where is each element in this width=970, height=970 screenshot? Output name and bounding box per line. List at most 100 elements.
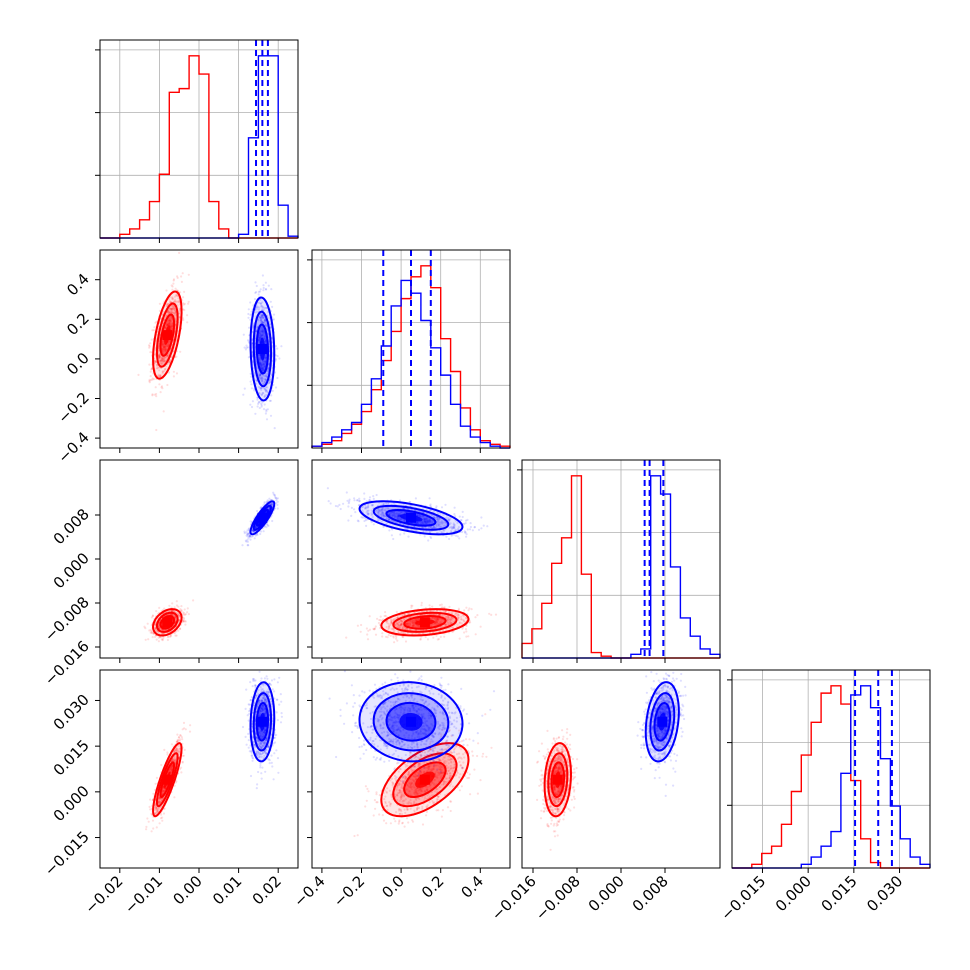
sample-point-red bbox=[167, 343, 170, 346]
sample-point-red bbox=[167, 319, 170, 322]
sample-point-red bbox=[173, 300, 176, 303]
sample-point-red bbox=[163, 345, 166, 348]
sample-point-blue bbox=[276, 507, 279, 510]
sample-point-red bbox=[411, 604, 414, 608]
sample-point-red bbox=[152, 329, 155, 332]
sample-point-red bbox=[381, 635, 384, 638]
sample-point-red bbox=[180, 280, 183, 283]
sample-point-red bbox=[174, 311, 177, 314]
sample-point-red bbox=[165, 345, 168, 348]
sample-point-blue bbox=[356, 519, 359, 522]
sample-point-red bbox=[161, 343, 164, 346]
sample-point-red bbox=[166, 355, 169, 358]
sample-point-red bbox=[161, 372, 164, 375]
sample-point-red bbox=[159, 359, 162, 362]
sample-point-red bbox=[162, 358, 165, 361]
sample-point-red bbox=[467, 609, 470, 612]
sample-point-red bbox=[170, 307, 173, 310]
panel-frame bbox=[99, 459, 299, 659]
sample-point-red bbox=[173, 606, 176, 609]
sample-point-blue bbox=[259, 361, 262, 364]
sample-point-red bbox=[464, 628, 468, 631]
sample-point-red bbox=[182, 318, 185, 322]
sample-point-blue bbox=[264, 412, 267, 415]
sample-point-red bbox=[393, 641, 396, 644]
density-peak-blue bbox=[257, 344, 268, 354]
sample-point-red bbox=[184, 623, 187, 626]
sample-point-red bbox=[174, 309, 177, 312]
sample-point-blue bbox=[280, 345, 283, 348]
sample-point-blue bbox=[265, 388, 268, 391]
sample-point-blue bbox=[363, 492, 366, 495]
sample-point-red bbox=[144, 638, 147, 641]
sample-point-blue bbox=[262, 286, 265, 290]
sample-point-red bbox=[161, 358, 164, 361]
sample-point-red bbox=[158, 606, 161, 610]
sample-point-red bbox=[171, 298, 174, 301]
sample-point-red bbox=[379, 615, 382, 618]
sample-point-blue bbox=[251, 400, 254, 403]
sample-point-red bbox=[474, 633, 477, 636]
sample-point-blue bbox=[249, 538, 252, 541]
sample-point-blue bbox=[260, 402, 263, 405]
sample-point-blue bbox=[263, 360, 266, 363]
sample-point-red bbox=[154, 353, 157, 356]
sample-point-red bbox=[163, 360, 166, 363]
sample-point-red bbox=[158, 355, 161, 358]
sample-point-red bbox=[448, 605, 451, 608]
sample-point-blue bbox=[257, 293, 260, 296]
sample-point-red bbox=[169, 319, 172, 322]
sample-point-blue bbox=[258, 406, 261, 410]
sample-point-red bbox=[439, 635, 442, 639]
sample-point-red bbox=[168, 361, 171, 364]
sample-point-red bbox=[172, 312, 175, 315]
sample-point-blue bbox=[262, 392, 265, 395]
sample-point-red bbox=[154, 321, 157, 324]
sample-point-red bbox=[392, 636, 395, 639]
sample-point-red bbox=[164, 326, 167, 329]
sample-point-blue bbox=[326, 487, 329, 490]
sample-point-red bbox=[367, 629, 370, 632]
sample-point-red bbox=[465, 606, 468, 609]
sample-point-red bbox=[167, 322, 171, 325]
sample-point-red bbox=[166, 638, 169, 642]
sample-point-red bbox=[162, 346, 166, 349]
sample-point-blue bbox=[262, 308, 265, 311]
sample-point-red bbox=[161, 361, 164, 364]
sample-point-red bbox=[165, 323, 168, 326]
sample-point-red bbox=[148, 378, 151, 381]
sample-point-blue bbox=[256, 398, 259, 401]
sample-point-red bbox=[465, 630, 468, 633]
sample-point-red bbox=[181, 272, 184, 275]
sample-point-red bbox=[404, 640, 408, 643]
sample-point-red bbox=[372, 627, 375, 631]
sample-point-blue bbox=[469, 528, 472, 531]
sample-point-red bbox=[187, 300, 190, 303]
sample-point-red bbox=[381, 632, 384, 635]
sample-point-blue bbox=[244, 348, 247, 351]
sample-point-red bbox=[467, 635, 470, 638]
sample-point-blue bbox=[265, 418, 269, 421]
sample-point-red bbox=[443, 635, 446, 638]
sample-point-red bbox=[161, 347, 164, 350]
sample-point-red bbox=[162, 350, 165, 354]
sample-point-red bbox=[151, 393, 154, 396]
sample-point-blue bbox=[250, 383, 253, 386]
sample-point-red bbox=[168, 310, 171, 314]
sample-point-red bbox=[186, 314, 189, 317]
sample-point-red bbox=[187, 273, 190, 276]
sample-point-red bbox=[173, 300, 176, 303]
sample-point-red bbox=[166, 345, 169, 348]
sample-point-red bbox=[172, 311, 175, 314]
sample-point-red bbox=[164, 348, 167, 351]
sample-point-red bbox=[150, 631, 153, 634]
sample-point-red bbox=[165, 344, 168, 347]
sample-point-blue bbox=[272, 491, 275, 494]
sample-point-red bbox=[426, 638, 430, 641]
sample-point-red bbox=[395, 610, 398, 614]
sample-point-red bbox=[161, 313, 164, 316]
density-peak-red bbox=[419, 617, 430, 628]
sample-point-red bbox=[168, 361, 171, 364]
sample-point-blue bbox=[347, 519, 350, 522]
sample-point-blue bbox=[372, 495, 375, 498]
